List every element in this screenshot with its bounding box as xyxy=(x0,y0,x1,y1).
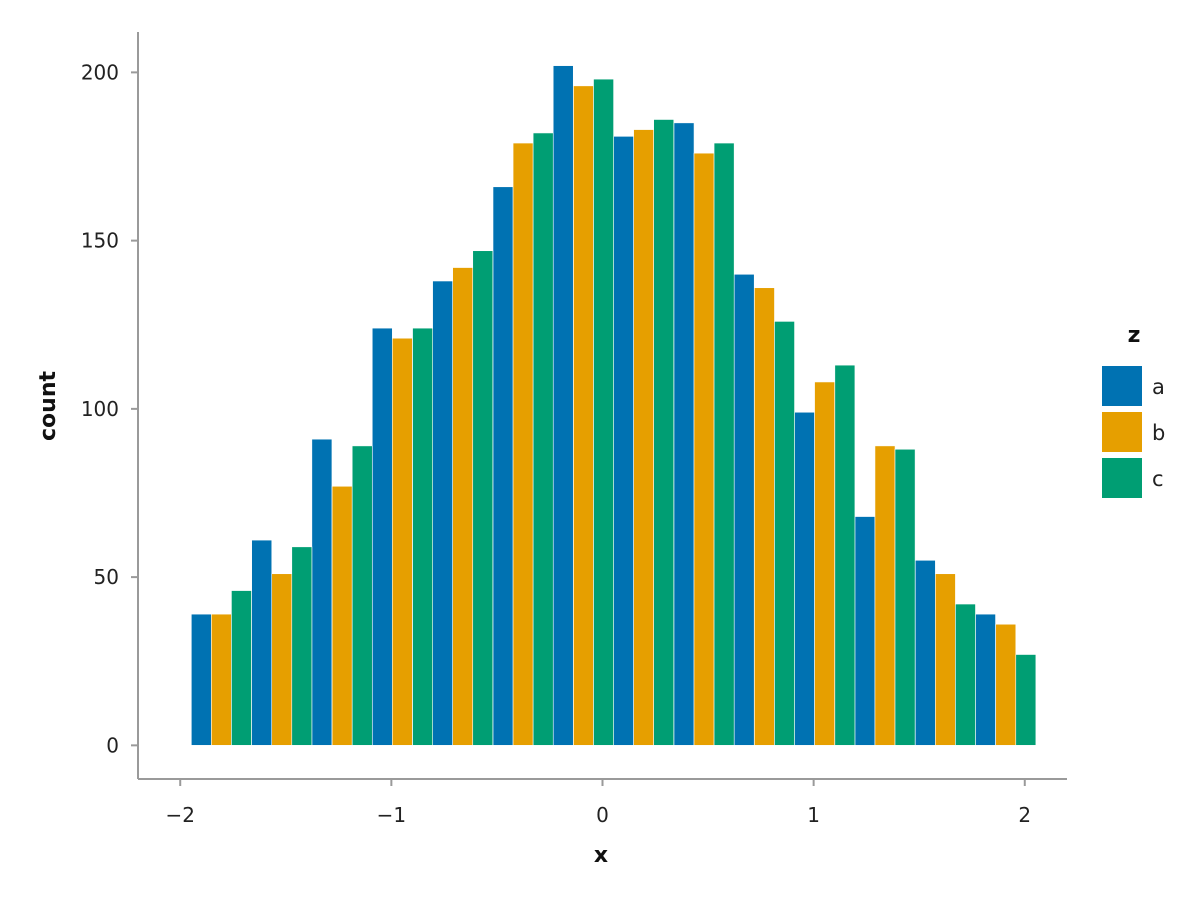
bar-a-6 xyxy=(552,65,574,746)
bar-a-10 xyxy=(794,411,815,746)
bar-b-3 xyxy=(391,337,413,746)
legend-title: z xyxy=(1128,323,1141,348)
x-tick-label: −2 xyxy=(165,803,194,827)
bar-a-2 xyxy=(311,438,333,746)
y-axis-title: count xyxy=(36,371,61,441)
bar-c-12 xyxy=(955,603,976,746)
plot-area xyxy=(190,65,1037,746)
bar-a-3 xyxy=(371,327,393,746)
bar-b-11 xyxy=(874,445,896,746)
legend-label-c: c xyxy=(1152,467,1164,491)
bar-b-7 xyxy=(633,129,655,746)
legend-label-a: a xyxy=(1152,375,1165,399)
bar-b-9 xyxy=(754,287,775,746)
legend-swatch-b xyxy=(1102,412,1142,452)
y-tick-label: 0 xyxy=(106,733,119,757)
bar-b-12 xyxy=(935,573,956,746)
ticks: −2 −1 0 1 2 0 50 100 150 200 xyxy=(81,60,1031,827)
bar-a-11 xyxy=(854,516,876,746)
x-tick-label: 2 xyxy=(1018,803,1031,827)
legend: z abc xyxy=(1102,323,1165,498)
bar-b-8 xyxy=(693,152,715,746)
x-tick-label: 1 xyxy=(807,803,820,827)
y-tick-label: 200 xyxy=(81,60,119,84)
y-tick-label: 50 xyxy=(94,565,119,589)
bar-a-7 xyxy=(613,136,634,746)
bar-b-13 xyxy=(995,623,1017,746)
bar-b-0 xyxy=(211,613,232,746)
bar-b-1 xyxy=(271,573,293,746)
bar-a-5 xyxy=(492,186,514,746)
bar-b-4 xyxy=(452,267,474,746)
x-axis-title: x xyxy=(594,843,608,868)
bar-b-6 xyxy=(573,85,594,746)
bar-a-4 xyxy=(432,280,454,746)
bar-c-5 xyxy=(532,132,554,746)
bar-c-2 xyxy=(351,445,373,746)
x-tick-label: −1 xyxy=(377,803,406,827)
bar-c-3 xyxy=(412,327,433,746)
bar-b-2 xyxy=(331,485,353,746)
bar-a-8 xyxy=(673,122,695,746)
bar-a-1 xyxy=(251,539,273,746)
y-tick-label: 150 xyxy=(81,229,119,253)
bar-c-8 xyxy=(713,142,735,746)
bar-a-13 xyxy=(975,613,996,746)
bar-c-1 xyxy=(291,546,313,746)
bar-c-9 xyxy=(774,321,795,746)
bar-c-11 xyxy=(894,448,916,746)
bar-c-13 xyxy=(1015,654,1037,746)
y-tick-label: 100 xyxy=(81,397,119,421)
legend-label-b: b xyxy=(1152,421,1165,445)
bar-c-10 xyxy=(834,364,856,746)
bar-b-5 xyxy=(512,142,534,746)
legend-swatch-c xyxy=(1102,458,1142,498)
bar-c-0 xyxy=(231,590,252,746)
bar-a-0 xyxy=(190,613,212,746)
bar-c-4 xyxy=(472,250,494,746)
bar-a-12 xyxy=(914,559,936,746)
bar-c-6 xyxy=(593,78,614,746)
legend-swatch-a xyxy=(1102,366,1142,406)
bar-c-7 xyxy=(653,119,675,746)
bar-a-9 xyxy=(733,273,755,746)
bar-b-10 xyxy=(814,381,835,746)
x-tick-label: 0 xyxy=(596,803,609,827)
